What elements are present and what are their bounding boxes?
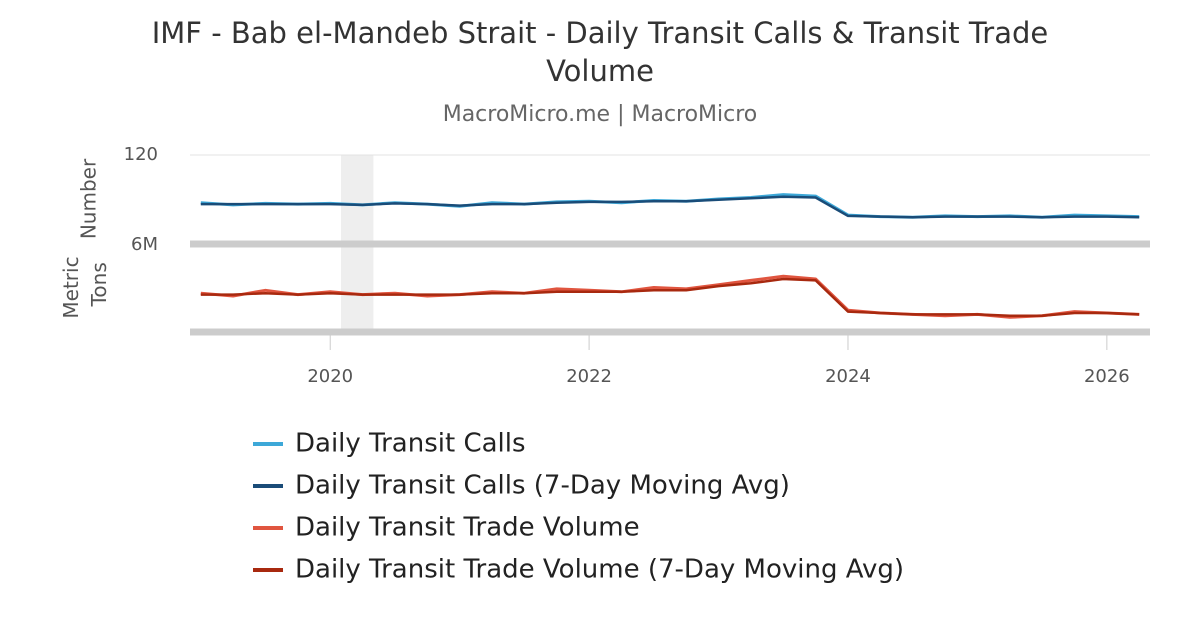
x-tick-label: 2022 — [566, 366, 612, 387]
legend-label: Daily Transit Calls — [295, 429, 526, 459]
x-tick-label: 2026 — [1084, 366, 1130, 387]
chart-title: IMF - Bab el-Mandeb Strait - Daily Trans… — [151, 16, 1049, 88]
y-axis-label: Metric Tons — [59, 256, 111, 318]
chart-subtitle: MacroMicro.me | MacroMicro — [442, 102, 758, 127]
y-tick-label: 120 — [124, 144, 158, 165]
legend-label: Daily Transit Trade Volume — [295, 513, 640, 543]
y-axis-label: Number — [77, 158, 101, 239]
series-line — [200, 195, 1140, 219]
series-line — [200, 277, 1140, 318]
y-tick-label: 6M — [131, 234, 158, 255]
legend-label: Daily Transit Trade Volume (7-Day Moving… — [295, 555, 904, 585]
legend-label: Daily Transit Calls (7-Day Moving Avg) — [295, 471, 790, 501]
x-tick-label: 2020 — [307, 366, 353, 387]
x-tick-label: 2024 — [825, 366, 871, 387]
